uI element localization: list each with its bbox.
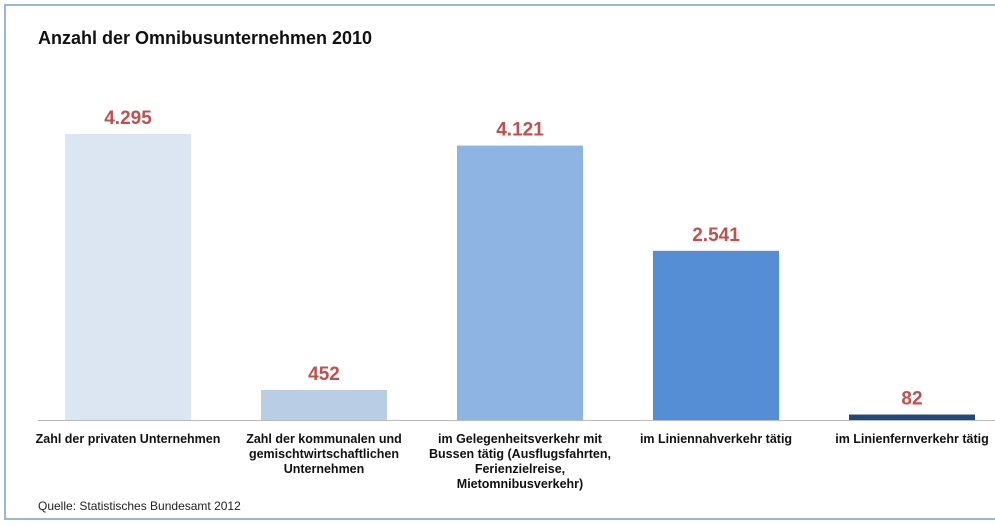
bar: [261, 389, 387, 420]
category-label: Zahl der kommunalen und gemischtwirtscha…: [246, 432, 402, 476]
value-label: 4.295: [104, 108, 152, 129]
bar: [457, 145, 583, 421]
frame: [4, 4, 995, 520]
category-label: im Linienfernverkehr tätig: [835, 432, 989, 446]
category-label: Zahl der privaten Unternehmen: [35, 432, 221, 446]
chart-title: Anzahl der Omnibusunternehmen 2010: [38, 28, 373, 48]
value-label: 452: [308, 364, 340, 385]
bar: [849, 414, 975, 420]
value-label: 4.121: [496, 120, 544, 141]
value-label: 82: [901, 389, 922, 410]
category-label: im Gelegenheitsverkehr mit Bussen tätig …: [429, 432, 611, 491]
bar: [65, 134, 191, 420]
source: Quelle: Statistisches Bundesamt 2012: [38, 499, 241, 513]
bar: [653, 250, 779, 420]
category-label: im Liniennahverkehr tätig: [639, 432, 793, 446]
value-label: 2.541: [692, 225, 740, 246]
